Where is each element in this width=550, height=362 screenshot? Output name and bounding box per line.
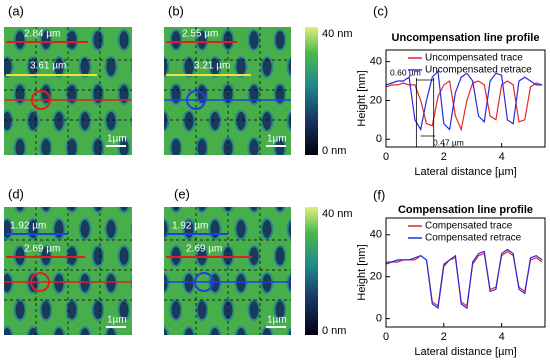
image xyxy=(4,27,132,155)
x-tick-label: 2 xyxy=(441,331,447,343)
annotation: 1.92 µm xyxy=(172,221,208,232)
legend-label: Compensated retrace xyxy=(425,233,522,244)
marker xyxy=(194,272,214,292)
legend-label: Uncompensated retrace xyxy=(425,65,532,76)
annotation: 0.47 µm xyxy=(433,137,464,147)
x-tick-label: 0 xyxy=(383,151,389,163)
panel-label: (b) xyxy=(168,3,184,18)
colorbar-label: 0 nm xyxy=(322,325,346,337)
marker xyxy=(31,90,51,110)
annotation: 0.60 µm xyxy=(390,67,421,77)
legend-label: Compensated trace xyxy=(425,221,513,232)
image xyxy=(4,207,132,335)
panel-label: (c) xyxy=(373,3,388,18)
line-series xyxy=(385,79,543,132)
y-tick-label: 0 xyxy=(376,133,382,145)
scale-label: 1µm xyxy=(107,315,127,326)
colorbar-scale xyxy=(305,207,318,335)
grid xyxy=(4,207,132,335)
plot-frame xyxy=(385,217,546,328)
colorbar-scale xyxy=(305,27,318,155)
annotation: 3.21 µm xyxy=(194,61,230,72)
panel-label: (e) xyxy=(174,186,190,201)
image xyxy=(164,207,291,335)
x-tick-label: 2 xyxy=(441,151,447,163)
x-tick-label: 0 xyxy=(383,331,389,343)
y-tick-label: 40 xyxy=(370,229,382,241)
scale-label: 1µm xyxy=(267,315,287,326)
annotation: 3.61 µm xyxy=(30,61,66,72)
image xyxy=(164,27,291,155)
annotation-arrow xyxy=(415,78,436,147)
chart-title: Compensation line profile xyxy=(398,204,533,216)
afm-image: (a) 2.84 µm 3.61 µm 1µm xyxy=(4,3,132,155)
line-series xyxy=(385,69,543,132)
y-tick-label: 40 xyxy=(370,56,382,68)
colorbar-label: 0 nm xyxy=(322,145,346,157)
annotation: 2.69 µm xyxy=(24,244,60,255)
annotation: 2.84 µm xyxy=(24,29,60,40)
x-axis-label: Lateral distance [µm] xyxy=(414,346,516,358)
marker xyxy=(186,90,206,110)
y-tick-label: 0 xyxy=(376,313,382,325)
marker xyxy=(30,272,50,292)
colorbar-label: 40 nm xyxy=(322,208,353,220)
panel-label: (d) xyxy=(8,186,24,201)
plot-frame xyxy=(385,49,546,148)
chart-title: Uncompensation line profile xyxy=(392,32,540,44)
annotation: 2.55 µm xyxy=(182,29,218,40)
x-axis-label: Lateral distance [µm] xyxy=(414,166,516,178)
legend-label: Uncompensated trace xyxy=(425,53,523,64)
x-tick-label: 4 xyxy=(499,151,505,163)
y-axis-label: Height [nm] xyxy=(356,244,368,300)
annotation: 2.69 µm xyxy=(186,244,222,255)
afm-image: (e) 1.92 µm 2.69 µm 1µm xyxy=(164,186,291,335)
panel-label: (a) xyxy=(8,3,24,18)
x-tick-label: 4 xyxy=(499,331,505,343)
annotation: 1.92 µm xyxy=(10,221,46,232)
y-tick-label: 20 xyxy=(370,94,382,106)
colorbar: 40 nm 0 nm xyxy=(305,207,353,337)
scale-label: 1µm xyxy=(267,134,287,145)
line-series xyxy=(385,248,543,310)
panel-label: (f) xyxy=(373,187,385,202)
y-tick-label: 20 xyxy=(370,271,382,283)
grid xyxy=(4,27,132,155)
y-axis-label: Height [nm] xyxy=(356,70,368,126)
afm-image: (d) 1.92 µm 2.69 µm 1µm xyxy=(4,186,132,335)
afm-image: (b) 2.55 µm 3.21 µm 1µm xyxy=(164,3,291,155)
colorbar: 40 nm 0 nm xyxy=(305,27,353,157)
colorbar-label: 40 nm xyxy=(322,28,353,40)
scale-label: 1µm xyxy=(107,134,127,145)
